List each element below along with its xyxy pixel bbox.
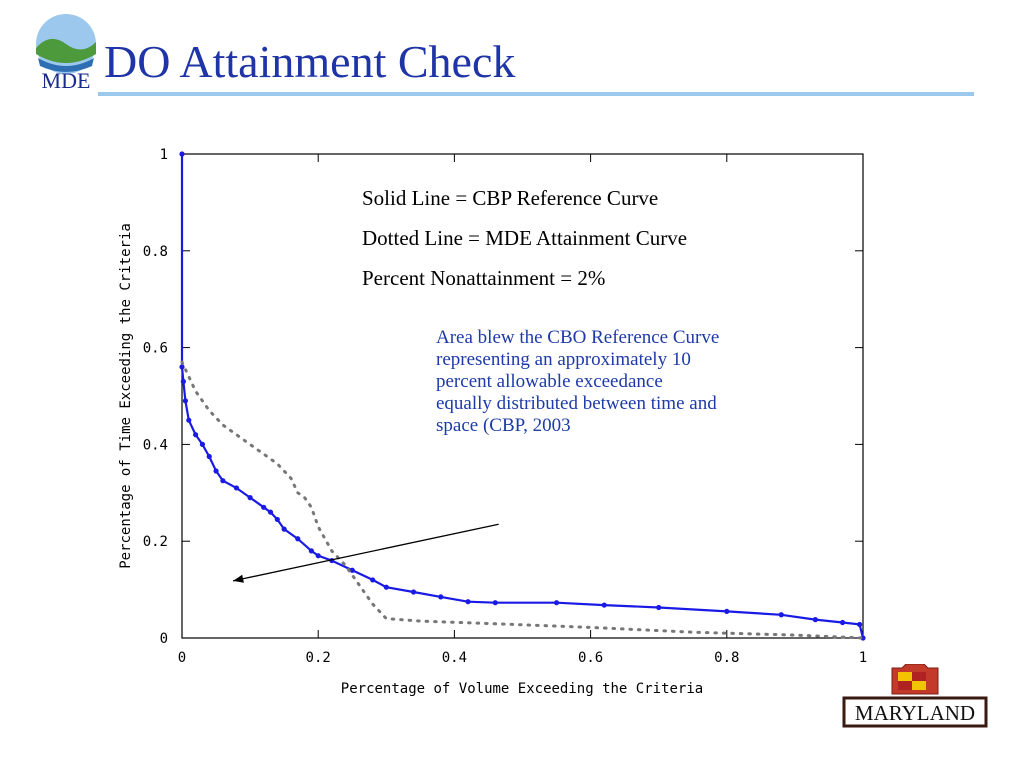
data-point: [308, 548, 314, 554]
data-point: [220, 478, 226, 484]
data-point: [465, 599, 471, 605]
annotation-line: equally distributed between time and: [436, 393, 717, 414]
data-point: [206, 453, 212, 460]
x-axis-label: Percentage of Volume Exceeding the Crite…: [341, 681, 703, 697]
y-tick-label: 0: [160, 631, 168, 647]
data-point: [233, 485, 240, 491]
data-point: [180, 378, 186, 385]
annotation-line: space (CBP, 2003: [436, 415, 571, 436]
mde-logo-text: MDE: [42, 68, 91, 92]
data-point: [186, 417, 192, 423]
annotation-line: Area blew the CBO Reference Curve: [436, 327, 720, 348]
annotation-text: Area blew the CBO Reference Curve repres…: [436, 327, 836, 437]
arrow-head: [233, 574, 244, 583]
arrow-shaft: [232, 523, 499, 582]
legend-notes: Solid Line = CBP Reference Curve Dotted …: [362, 178, 687, 298]
data-point: [856, 621, 863, 628]
x-tick-label: 0: [178, 650, 186, 666]
x-tick-label: 0.8: [714, 650, 739, 666]
y-tick-label: 0.6: [143, 341, 168, 357]
mde-logo: MDE: [36, 14, 96, 92]
data-point: [182, 398, 189, 404]
data-point: [247, 495, 253, 501]
data-point: [438, 594, 444, 600]
data-point: [410, 589, 417, 595]
y-tick-label: 0.8: [143, 244, 168, 260]
data-point: [724, 608, 730, 614]
annotation-line: representing an approximately 10: [436, 349, 691, 370]
maryland-logo: MARYLAND: [842, 664, 988, 728]
data-point: [281, 526, 287, 532]
y-axis-label: Percentage of Time Exceeding the Criteri…: [118, 223, 134, 569]
x-tick-label: 1: [859, 650, 867, 666]
data-point: [199, 441, 206, 447]
legend-note-nonattainment: Percent Nonattainment = 2%: [362, 266, 606, 290]
slide-title: DO Attainment Check: [104, 36, 516, 87]
data-point: [274, 516, 280, 523]
legend-note-dotted: Dotted Line = MDE Attainment Curve: [362, 226, 688, 250]
y-tick-label: 0.4: [143, 437, 168, 453]
x-tick-label: 0.2: [306, 650, 331, 666]
x-tick-label: 0.6: [578, 650, 603, 666]
annotation-arrow: [232, 523, 499, 583]
data-point: [778, 612, 784, 618]
data-point: [553, 600, 560, 606]
data-point: [492, 600, 498, 606]
data-point: [812, 617, 818, 623]
data-point: [349, 567, 355, 573]
data-point: [656, 604, 662, 611]
mde-attainment-curve: [180, 360, 865, 640]
title-divider: [98, 92, 974, 96]
data-point: [267, 509, 274, 515]
legend-note-solid: Solid Line = CBP Reference Curve: [362, 186, 659, 210]
data-point: [193, 432, 199, 438]
data-point: [315, 553, 321, 559]
annotation-line: percent allowable exceedance: [436, 371, 663, 392]
plot-frame: [181, 153, 864, 639]
x-tick-label: 0.4: [442, 650, 467, 666]
maryland-logo-text: MARYLAND: [855, 701, 975, 725]
y-tick-label: 1: [160, 147, 168, 163]
data-point: [179, 364, 185, 370]
data-point: [261, 504, 267, 510]
data-point: [383, 584, 389, 590]
data-point: [601, 602, 607, 608]
data-point: [370, 577, 376, 583]
data-point: [179, 151, 185, 157]
data-point: [295, 536, 301, 542]
data-point: [839, 619, 846, 626]
y-tick-label: 0.2: [143, 534, 168, 550]
data-point: [213, 468, 219, 474]
